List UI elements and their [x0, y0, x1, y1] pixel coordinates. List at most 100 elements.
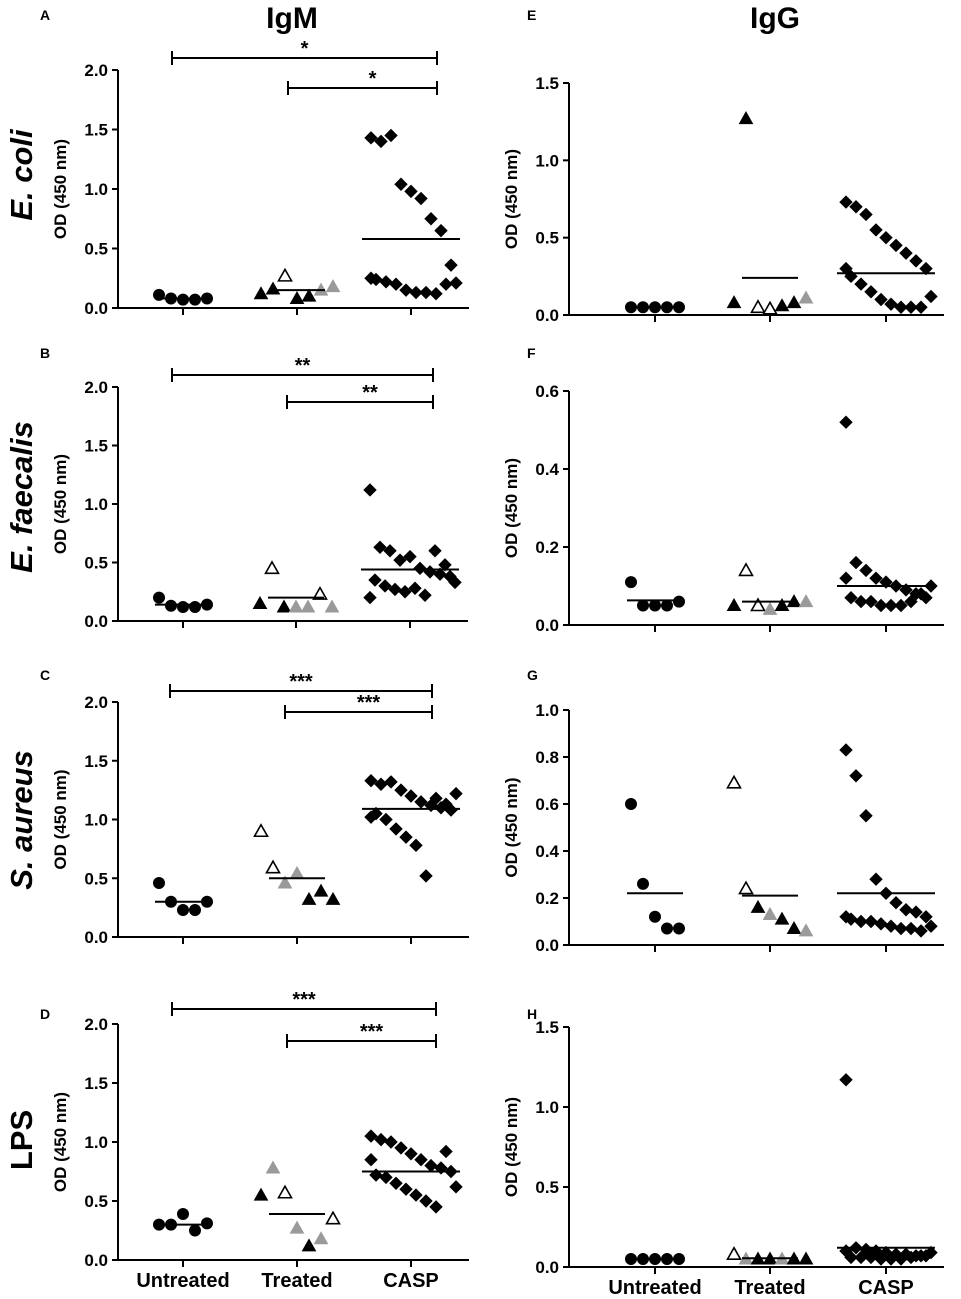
group-untreated	[625, 301, 685, 314]
data-point	[389, 822, 403, 836]
data-point	[839, 571, 853, 585]
data-point	[899, 903, 913, 917]
data-point	[859, 563, 873, 578]
y-tick-label: 1.0	[84, 811, 108, 830]
data-point	[798, 923, 814, 937]
data-point	[738, 562, 754, 577]
data-point	[884, 598, 898, 613]
data-point	[364, 131, 378, 145]
data-point	[726, 597, 742, 611]
y-tick-label: 0.4	[535, 460, 559, 479]
data-point	[379, 275, 393, 289]
significance-bracket: *	[287, 68, 438, 95]
data-point	[301, 288, 317, 302]
y-tick-label: 2.0	[84, 378, 108, 397]
data-point	[661, 599, 673, 612]
group-casp	[362, 128, 463, 301]
data-point	[201, 1217, 213, 1230]
data-point	[738, 111, 754, 125]
data-point	[439, 1144, 453, 1159]
data-point	[874, 598, 888, 613]
data-point	[419, 285, 433, 300]
data-point	[774, 911, 790, 925]
group-treated	[726, 562, 814, 615]
data-point	[914, 587, 928, 601]
significance-label: *	[301, 38, 309, 60]
data-point	[313, 883, 329, 897]
data-point	[418, 588, 432, 602]
data-point	[726, 1246, 742, 1260]
data-point	[874, 1252, 888, 1266]
panel-e: E OD (450 nm) 0.0 0.5 1.0 1.5	[502, 7, 944, 325]
panel-letter: A	[40, 7, 50, 23]
data-point	[762, 300, 778, 315]
data-point	[874, 917, 888, 931]
panel-h: H OD (450 nm) 0.0 0.5 1.0 1.5 Untreated Treated…	[502, 1006, 944, 1299]
data-point	[424, 212, 438, 226]
y-tick-label: 0.5	[84, 240, 108, 259]
data-point	[404, 789, 418, 803]
x-tick-label: Untreated	[608, 1277, 701, 1299]
data-point	[798, 290, 814, 304]
data-point	[288, 599, 304, 613]
data-point	[189, 600, 201, 613]
group-treated	[252, 560, 340, 613]
y-axis-label: OD (450 nm)	[502, 149, 521, 249]
data-point	[428, 544, 442, 558]
group-untreated	[153, 876, 213, 916]
panel-d: D OD (450 nm) 0.0 0.5 1.0 1.5 2.0 Untreated Trea…	[40, 989, 469, 1292]
data-point	[325, 279, 341, 293]
data-point	[404, 1147, 418, 1161]
data-point	[839, 261, 853, 276]
y-tick-label: 1.5	[84, 437, 108, 456]
data-point	[849, 769, 863, 783]
panel-b: B OD (450 nm) 0.0 0.5 1.0 1.5 2.0 ** **	[40, 345, 468, 631]
data-point	[153, 591, 165, 604]
data-point	[894, 921, 908, 936]
data-point	[839, 743, 853, 757]
data-point	[368, 573, 382, 587]
data-point	[909, 254, 923, 268]
x-tick-label: Untreated	[136, 1270, 229, 1292]
data-point	[625, 576, 637, 589]
data-point	[419, 1194, 433, 1208]
data-point	[363, 483, 377, 497]
y-tick-label: 1.5	[84, 121, 108, 140]
data-point	[750, 899, 766, 913]
data-point	[839, 910, 853, 924]
data-point	[750, 299, 766, 314]
data-point	[864, 914, 878, 929]
data-point	[786, 295, 802, 309]
data-point	[189, 903, 201, 916]
data-point	[253, 1187, 269, 1201]
y-tick-label: 0.0	[84, 1251, 108, 1270]
data-point	[253, 823, 269, 838]
data-point	[839, 415, 853, 429]
data-point	[774, 597, 790, 611]
significance-bracket: ***	[169, 671, 433, 698]
significance-bracket: ***	[171, 989, 437, 1016]
significance-bracket: ***	[284, 692, 433, 719]
data-point	[625, 798, 637, 810]
data-point	[429, 791, 443, 806]
y-tick-label: 0.0	[535, 1258, 559, 1277]
data-point	[884, 1252, 898, 1266]
panel-g: G OD (450 nm) 0.0 0.2 0.4 0.6 0.8 1.0	[502, 667, 944, 955]
panel-letter: E	[527, 7, 536, 23]
data-point	[449, 786, 463, 801]
data-point	[177, 600, 189, 613]
data-point	[864, 1250, 878, 1265]
data-point	[398, 585, 412, 599]
data-point	[444, 258, 458, 272]
significance-bracket: **	[286, 382, 434, 409]
data-point	[399, 283, 413, 297]
data-point	[383, 544, 397, 558]
data-point	[363, 590, 377, 605]
group-casp	[362, 774, 463, 883]
data-point	[854, 914, 868, 929]
group-casp	[362, 1129, 463, 1214]
data-point	[854, 594, 868, 609]
y-axis-label: OD (450 nm)	[502, 1097, 521, 1197]
row-label-lps: LPS	[4, 1110, 39, 1170]
